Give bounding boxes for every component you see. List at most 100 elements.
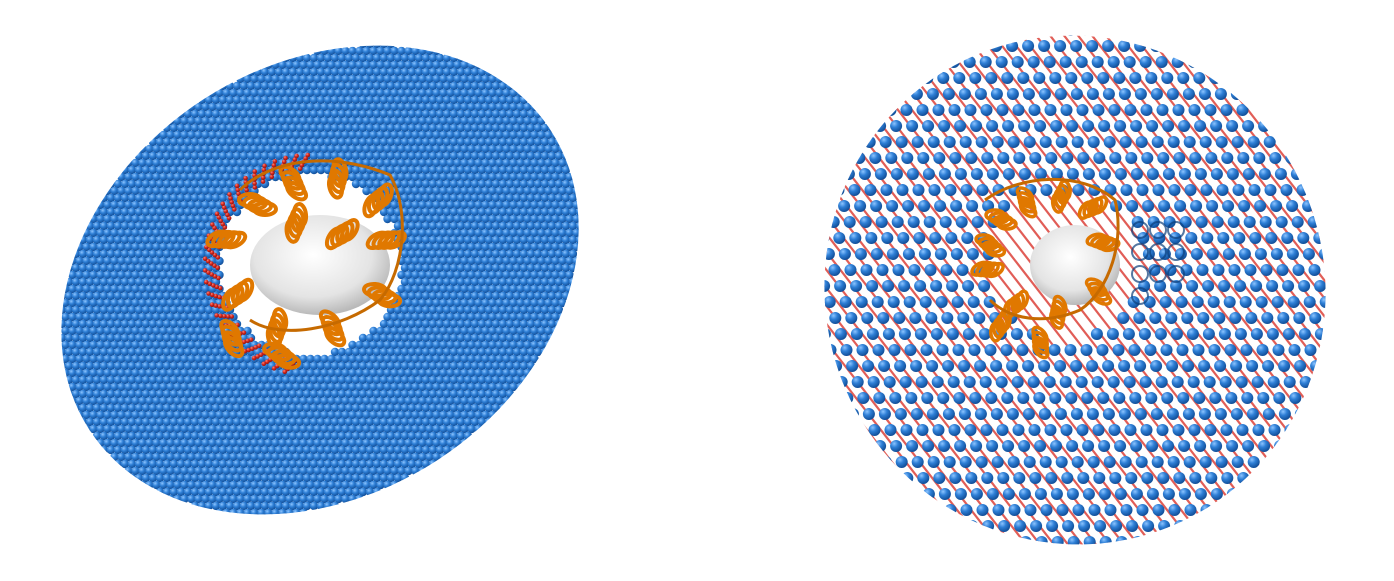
lipid-bead xyxy=(152,284,161,294)
lipid-bead xyxy=(197,389,207,399)
lipid-bead xyxy=(904,344,917,356)
lipid-bead xyxy=(873,72,886,84)
lipid-bead xyxy=(1211,536,1224,548)
lipid-bead xyxy=(166,424,175,434)
lipid-bead xyxy=(463,361,473,371)
lipid-bead xyxy=(435,417,445,427)
lipid-bead xyxy=(404,88,413,98)
lipid-bead xyxy=(407,263,417,273)
lipid-bead xyxy=(554,221,564,231)
lipid-bead xyxy=(180,130,189,140)
lipid-bead xyxy=(204,361,214,371)
lipid-bead xyxy=(323,473,333,483)
lipid-bead xyxy=(299,494,308,504)
lipid-bead xyxy=(369,354,378,364)
lipid-bead xyxy=(1248,184,1261,196)
lipid-bead xyxy=(334,452,343,462)
lipid-bead xyxy=(516,228,525,238)
lipid-bead xyxy=(134,445,144,455)
lipid-bead xyxy=(1207,296,1220,308)
lipid-bead xyxy=(1107,56,1120,68)
lipid-bead xyxy=(460,242,469,252)
lipid-bead xyxy=(470,123,480,133)
ring-bead xyxy=(1149,243,1167,261)
lipid-bead xyxy=(313,368,322,378)
lipid-bead xyxy=(1225,392,1238,404)
lipid-bead xyxy=(1131,536,1144,548)
lipid-bead xyxy=(435,375,445,385)
lipid-bead xyxy=(372,151,382,161)
lipid-bead xyxy=(365,403,375,413)
lipid-bead xyxy=(393,445,403,455)
lipid-bead xyxy=(435,123,445,133)
alpha-helix-coil xyxy=(284,217,301,244)
lipid-bead xyxy=(985,392,998,404)
lipid-bead xyxy=(481,130,490,140)
lipid-bead xyxy=(106,235,116,245)
lipid-bead xyxy=(418,242,427,252)
lipid-bead xyxy=(243,158,252,168)
lipid-bead xyxy=(162,361,172,371)
lipid-bead xyxy=(257,74,266,84)
ring-bead xyxy=(1131,287,1149,305)
lipid-bead xyxy=(877,312,890,324)
lipid-bead xyxy=(533,207,543,217)
lipid-bead xyxy=(1326,360,1339,372)
lipid-bead xyxy=(1218,328,1231,340)
lipid-bead xyxy=(846,360,859,372)
lipid-bead xyxy=(1302,200,1315,212)
lipid-bead xyxy=(274,473,284,483)
lipid-bead xyxy=(505,109,515,119)
lipid-bead xyxy=(176,221,186,231)
lipid-bead xyxy=(1012,104,1025,116)
lipid-bead xyxy=(299,382,308,392)
lipid-bead xyxy=(442,207,452,217)
lipid-bead xyxy=(197,417,207,427)
lipid-bead xyxy=(432,172,441,182)
lipid-bead xyxy=(1202,280,1215,292)
lipid-bead xyxy=(1160,24,1173,36)
lipid-bead xyxy=(183,123,193,133)
lipid-bead xyxy=(152,242,161,252)
lipid-bead xyxy=(1165,312,1178,324)
lipid-bead xyxy=(239,123,249,133)
lipid-bead xyxy=(267,67,277,77)
lipid-bead xyxy=(316,361,326,371)
alpha-helix-coil xyxy=(362,193,381,219)
lipid-bead xyxy=(260,417,270,427)
lipid-bead xyxy=(1003,536,1016,548)
lipid-bead xyxy=(285,438,294,448)
lipid-bead xyxy=(509,242,518,252)
lipid-bead xyxy=(376,480,385,490)
lipid-bead xyxy=(1291,536,1304,548)
lipid-bead xyxy=(274,459,284,469)
lipid-bead xyxy=(260,431,270,441)
lipid-bead xyxy=(201,438,210,448)
lipid-bead xyxy=(1135,136,1148,148)
lipid-bead xyxy=(180,480,189,490)
lipid-bead xyxy=(1297,552,1310,564)
lipid-bead xyxy=(551,326,560,336)
lipid-bead xyxy=(229,144,238,154)
lipid-bead xyxy=(852,104,865,116)
lipid-bead xyxy=(948,104,961,116)
lipid-bead xyxy=(127,431,137,441)
lipid-bead xyxy=(1141,472,1154,484)
lipid-bead xyxy=(376,60,385,70)
lipid-bead xyxy=(1174,520,1187,532)
lipid-bead xyxy=(379,319,389,329)
inner-bead xyxy=(223,208,229,214)
lipid-bead xyxy=(162,389,172,399)
lipid-bead xyxy=(113,445,123,455)
lipid-bead xyxy=(1327,136,1340,148)
lipid-bead xyxy=(138,186,147,196)
lipid-bead xyxy=(544,186,553,196)
inner-bead xyxy=(235,187,241,193)
lipid-bead xyxy=(267,109,277,119)
lipid-bead xyxy=(323,137,333,147)
lipid-bead xyxy=(558,242,567,252)
lipid-bead xyxy=(948,424,961,436)
lipid-bead xyxy=(341,46,350,56)
lipid-bead xyxy=(1262,360,1275,372)
lipid-bead xyxy=(239,459,249,469)
